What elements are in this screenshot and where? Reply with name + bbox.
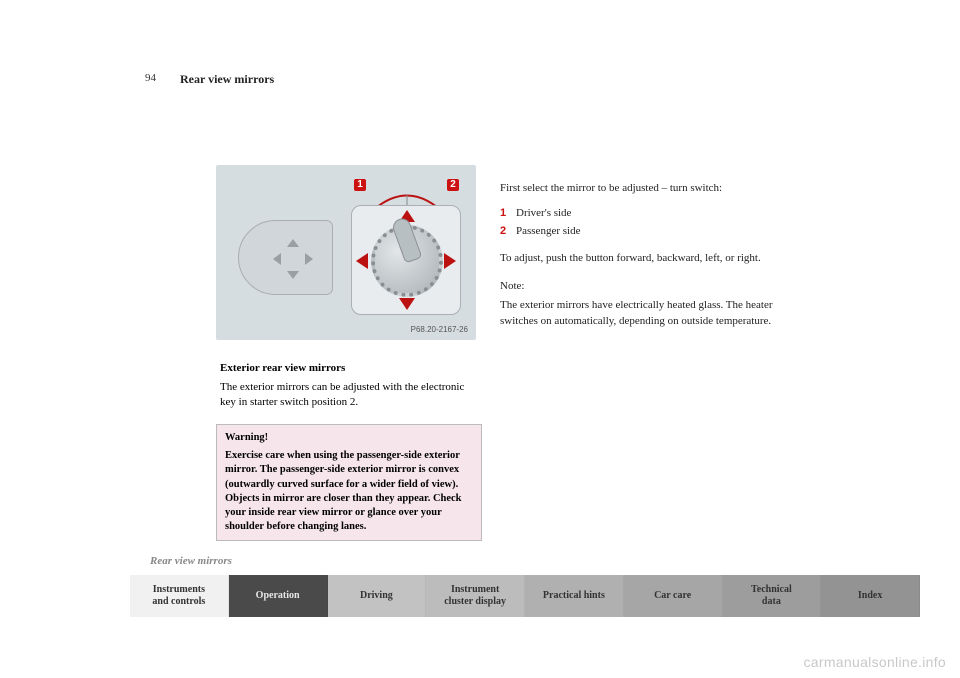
legend-num-2: 2 <box>500 223 516 240</box>
nav-tab[interactable]: Driving <box>328 575 427 617</box>
nav-tab[interactable]: Practical hints <box>525 575 624 617</box>
page-number: 94 <box>145 72 156 84</box>
legend-note-label: Note: <box>500 278 800 295</box>
knob-pointer <box>391 216 423 264</box>
legend-item-1: 1 Driver's side <box>500 205 800 222</box>
legend-num-1: 1 <box>500 205 516 222</box>
arrow-left-icon <box>356 253 368 269</box>
legend-note-body: The exterior mirrors have electrically h… <box>500 297 800 330</box>
exterior-body: The exterior mirrors can be adjusted wit… <box>220 380 480 411</box>
nav-tab[interactable]: Instrumentcluster display <box>426 575 525 617</box>
nav-tab[interactable]: Car care <box>624 575 723 617</box>
exterior-heading: Exterior rear view mirrors <box>220 362 345 374</box>
section-heading: Rear view mirrors <box>180 72 274 87</box>
warning-body: Exercise care when using the passenger-s… <box>225 449 473 534</box>
legend-text-1: Driver's side <box>516 205 571 222</box>
warning-box: Warning! Exercise care when using the pa… <box>216 424 482 541</box>
nav-tab[interactable]: Instrumentsand controls <box>130 575 229 617</box>
mirror-selector-knob <box>351 205 461 315</box>
four-way-button <box>238 220 333 295</box>
nav-tab[interactable]: Technicaldata <box>723 575 822 617</box>
footer-section-label: Rear view mirrors <box>150 555 232 567</box>
watermark: carmanualsonline.info <box>804 654 947 670</box>
warning-title: Warning! <box>225 431 473 445</box>
legend-intro: First select the mirror to be adjusted –… <box>500 180 800 197</box>
legend-block: First select the mirror to be adjusted –… <box>500 180 800 330</box>
legend-instruction: To adjust, push the button forward, back… <box>500 250 800 267</box>
arrow-right-icon <box>444 253 456 269</box>
callout-2: 2 <box>447 179 459 191</box>
mirror-control-figure: 1 2 P68.20-2167-26 <box>216 165 476 340</box>
arrow-down-icon <box>399 298 415 310</box>
nav-tab[interactable]: Operation <box>229 575 328 617</box>
legend-text-2: Passenger side <box>516 223 580 240</box>
knob-dial <box>371 225 443 297</box>
cross-arrows-icon <box>279 245 307 273</box>
legend-item-2: 2 Passenger side <box>500 223 800 240</box>
manual-page: 94 Rear view mirrors 1 2 <box>0 0 960 678</box>
nav-tab[interactable]: Index <box>821 575 920 617</box>
figure-code: P68.20-2167-26 <box>411 325 468 334</box>
nav-tab-strip: Instrumentsand controlsOperationDrivingI… <box>130 575 920 617</box>
callout-1: 1 <box>354 179 366 191</box>
